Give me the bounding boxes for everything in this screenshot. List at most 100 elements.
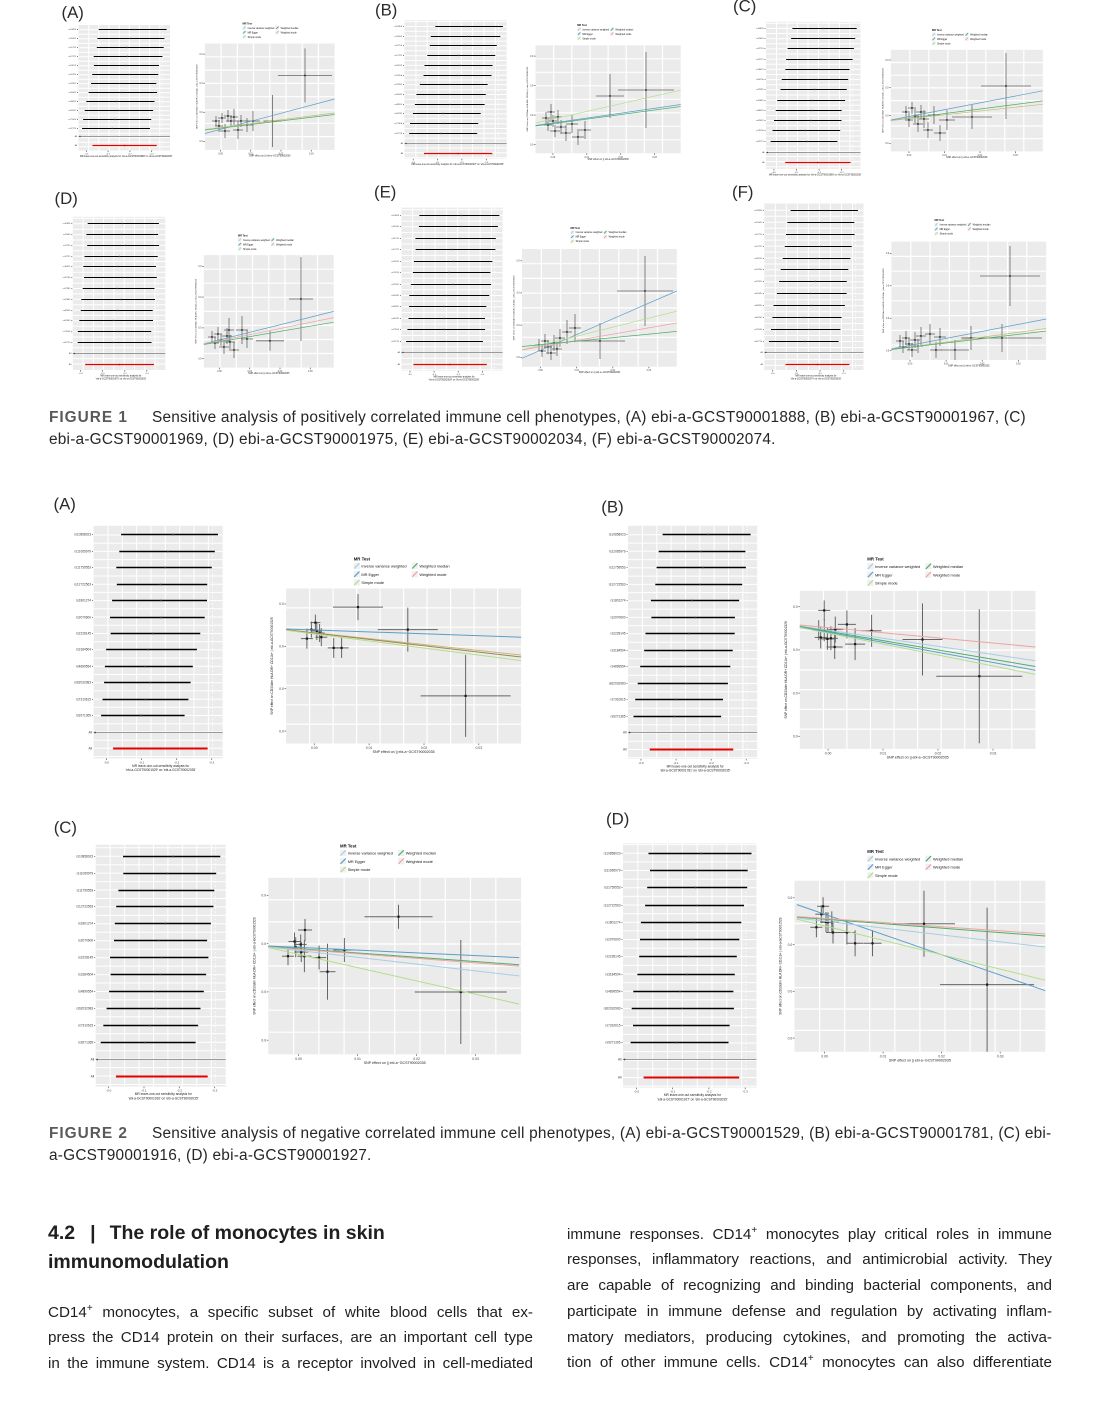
svg-text:(A): (A) (62, 3, 84, 22)
svg-text:MR Test: MR Test (935, 219, 945, 222)
svg-text:Simple mode: Simple mode (940, 234, 954, 236)
svg-text:0.02: 0.02 (935, 752, 942, 756)
svg-text:Weighted mode: Weighted mode (933, 572, 960, 577)
svg-text:rs92713: rs92713 (756, 140, 764, 143)
svg-text:0.02: 0.02 (618, 157, 623, 159)
svg-text:SNP effect on CD33dim HLA DR+: SNP effect on CD33dim HLA DR+ CD11b+ | e… (270, 617, 274, 715)
svg-text:rs18012: rs18012 (754, 257, 762, 260)
svg-text:rs31845: rs31845 (394, 93, 402, 96)
svg-text:-0.2: -0.2 (706, 1090, 712, 1094)
svg-text:All: All (69, 363, 72, 366)
svg-text:0.0: 0.0 (199, 141, 203, 143)
svg-text:rs10858: rs10858 (394, 25, 402, 28)
svg-text:rs9271365: rs9271365 (605, 1041, 620, 1045)
svg-text:Simple mode: Simple mode (348, 867, 371, 872)
svg-text:MR leave-one-out sensitivity a: MR leave-one-out sensitivity analysis fo… (411, 163, 504, 166)
svg-text:MR Egger: MR Egger (248, 31, 259, 34)
svg-text:Inverse variance weighted: Inverse variance weighted (582, 28, 609, 31)
svg-text:rs20706: rs20706 (756, 78, 764, 81)
svg-text:-0.3: -0.3 (840, 172, 845, 174)
svg-text:rs48995: rs48995 (394, 103, 402, 106)
svg-text:'ebi-a-GCST90002074' on 'ebi-a: 'ebi-a-GCST90002074' on 'ebi-a-GCST90002… (791, 379, 842, 381)
svg-text:rs92713: rs92713 (391, 340, 399, 343)
svg-text:rs12722: rs12722 (756, 58, 764, 61)
svg-text:0.0: 0.0 (885, 143, 889, 145)
svg-text:rs4899554: rs4899554 (76, 665, 91, 669)
svg-text:0.02: 0.02 (611, 370, 616, 372)
svg-text:MR Test: MR Test (243, 23, 253, 26)
svg-text:(F): (F) (732, 182, 753, 201)
svg-text:0.0: 0.0 (198, 266, 202, 268)
svg-text:0.00: 0.00 (907, 155, 912, 157)
svg-text:MR Test: MR Test (238, 235, 248, 238)
svg-text:SNP effect on || ebi-a−GCST900: SNP effect on || ebi-a−GCST90002035 (889, 1058, 951, 1062)
svg-text:rs92713: rs92713 (394, 132, 402, 135)
svg-text:rs7310615: rs7310615 (605, 1024, 620, 1028)
svg-text:Weighted mode: Weighted mode (933, 865, 960, 870)
svg-text:-0.2: -0.2 (818, 373, 823, 375)
svg-text:0.0: 0.0 (517, 293, 521, 295)
svg-text:rs20706: rs20706 (391, 271, 399, 274)
svg-text:rs31845: rs31845 (756, 99, 764, 102)
svg-text:0.0: 0.0 (793, 691, 798, 695)
svg-text:MR leave-one-out sensitivity a: MR leave-one-out sensitivity analysis fo… (433, 375, 474, 378)
svg-text:rs12722: rs12722 (63, 255, 71, 258)
svg-text:-0.2: -0.2 (177, 1089, 183, 1093)
svg-text:MR leave-one-out sensitivity a: MR leave-one-out sensitivity analysis fo… (135, 1092, 193, 1096)
svg-text:rs10858: rs10858 (63, 222, 71, 225)
svg-text:Weighted mode: Weighted mode (973, 228, 990, 231)
svg-text:MR Egger: MR Egger (243, 243, 254, 246)
svg-text:rs11065: rs11065 (395, 35, 403, 38)
svg-text:0.0: 0.0 (199, 83, 203, 85)
svg-text:SNP effect on CD33dim HLA DR+: SNP effect on CD33dim HLA DR+ CD11b+ | e… (513, 275, 516, 340)
svg-text:'ebi-a-GCST90001927' on 'ebi-a: 'ebi-a-GCST90001927' on 'ebi-a-GCST90002… (657, 1097, 728, 1101)
svg-text:SNP effect on || ebi-a−GCST900: SNP effect on || ebi-a−GCST90002035 (948, 365, 990, 368)
svg-text:All: All (75, 144, 78, 147)
svg-text:0.0: 0.0 (793, 648, 798, 652)
svg-text:Simple mode: Simple mode (875, 581, 898, 586)
svg-text:rs11065: rs11065 (392, 225, 400, 228)
svg-text:rs48995: rs48995 (68, 100, 76, 103)
svg-text:rs10858023: rs10858023 (604, 852, 621, 856)
svg-text:0.00: 0.00 (218, 153, 223, 155)
svg-text:rs22281: rs22281 (68, 82, 76, 85)
svg-text:rs11065979: rs11065979 (609, 550, 626, 554)
svg-text:0.0: 0.0 (793, 735, 798, 739)
svg-text:rs1801274: rs1801274 (76, 599, 91, 603)
svg-text:0.03: 0.03 (647, 370, 652, 372)
svg-text:rs2228145: rs2228145 (78, 956, 93, 960)
svg-text:0.0: 0.0 (279, 687, 284, 691)
svg-text:-0.3: -0.3 (484, 162, 489, 164)
svg-text:All: All (69, 352, 72, 355)
svg-text:0.0: 0.0 (885, 115, 889, 117)
svg-text:-0.0: -0.0 (84, 154, 89, 156)
svg-text:'ebi-a-GCST90001529' on 'ebi-a: 'ebi-a-GCST90001529' on 'ebi-a-GCST90002… (126, 768, 197, 772)
svg-text:rs11065979: rs11065979 (604, 869, 621, 873)
svg-text:rs7310615: rs7310615 (78, 1024, 93, 1028)
svg-text:MR leave-one-out sensitivity a: MR leave-one-out sensitivity analysis fo… (100, 374, 141, 377)
svg-text:-0.0: -0.0 (411, 162, 416, 164)
svg-text:(C): (C) (733, 0, 756, 16)
svg-text:Inverse variance weighted: Inverse variance weighted (248, 27, 275, 30)
svg-text:rs10858023: rs10858023 (76, 855, 93, 859)
svg-text:rs92713: rs92713 (63, 341, 71, 344)
svg-text:Inverse variance weighted: Inverse variance weighted (243, 239, 270, 242)
svg-text:MR Test: MR Test (577, 24, 587, 27)
svg-text:Weighted median: Weighted median (281, 27, 300, 30)
svg-text:rs11065: rs11065 (754, 221, 762, 224)
svg-text:rs10858023: rs10858023 (74, 533, 91, 537)
svg-text:SNP effect on || ebi-a−GCST900: SNP effect on || ebi-a−GCST90002035 (579, 371, 621, 374)
svg-text:MR leave-one-out sensitivity a: MR leave-one-out sensitivity analysis fo… (132, 764, 190, 768)
svg-text:All: All (401, 152, 404, 155)
svg-text:rs3184504: rs3184504 (605, 973, 620, 977)
svg-text:All: All (89, 747, 93, 751)
svg-text:rs4899554: rs4899554 (78, 990, 93, 994)
svg-text:0.02: 0.02 (279, 153, 284, 155)
svg-text:rs62032983: rs62032983 (604, 1007, 621, 1011)
svg-text:rs92713: rs92713 (68, 127, 76, 130)
svg-text:0.00: 0.00 (311, 746, 318, 750)
svg-text:-0.0: -0.0 (79, 373, 84, 375)
svg-text:MR Egger: MR Egger (875, 865, 893, 870)
svg-text:0.0: 0.0 (279, 729, 284, 733)
svg-text:rs73106: rs73106 (394, 122, 402, 125)
